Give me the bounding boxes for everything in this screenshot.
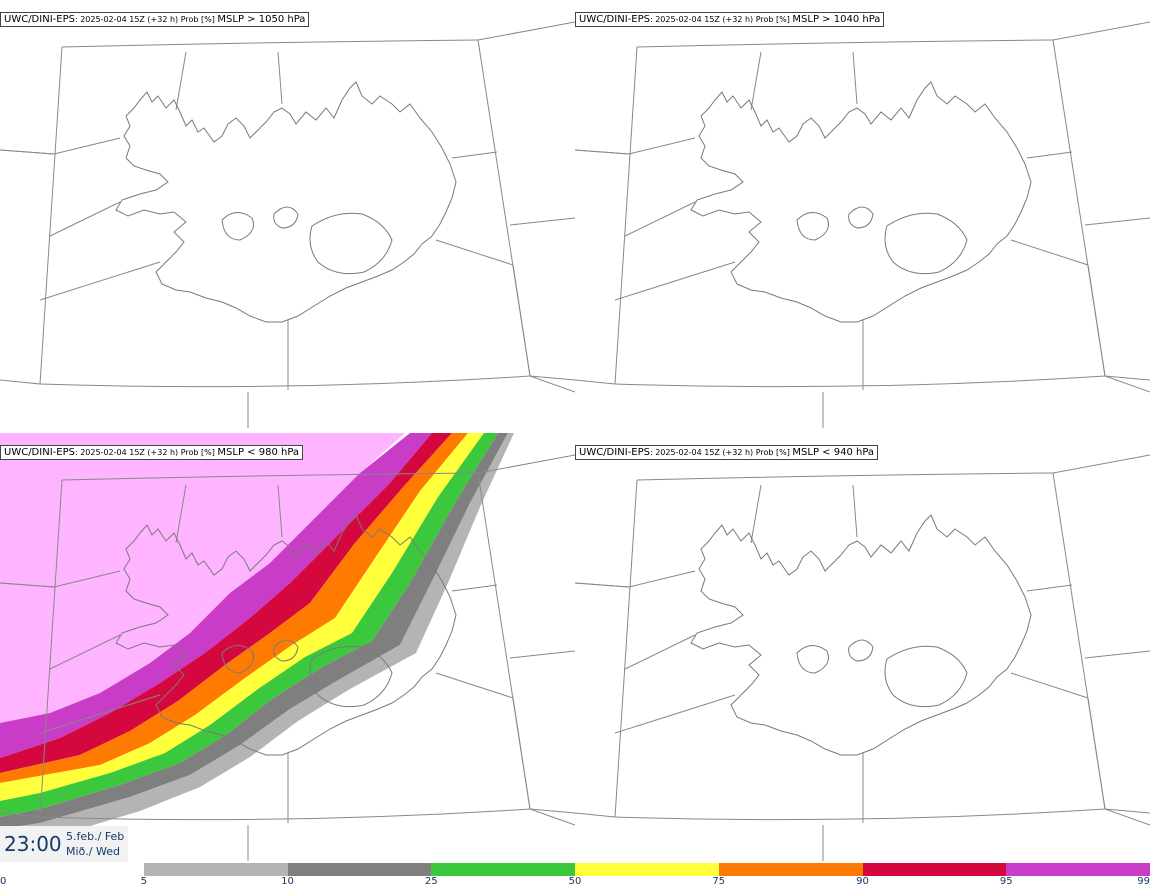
glacier-outline <box>221 212 254 241</box>
glacier-outline <box>309 645 393 708</box>
run-info: : 2025-02-04 15Z (+32 h) Prob [%] <box>74 448 218 457</box>
run-info: : 2025-02-04 15Z (+32 h) Prob [%] <box>74 15 218 24</box>
colorbar-tick-label: 90 <box>856 876 869 887</box>
threshold-label: MSLP > 1040 hPa <box>792 14 881 25</box>
map-canvas <box>0 433 575 861</box>
map-grid <box>0 454 575 861</box>
glacier-outline <box>273 639 299 662</box>
colorbar-tick-label: 0 <box>0 876 7 887</box>
colorbar-swatch <box>1006 863 1150 876</box>
iceland-coastline <box>115 514 457 756</box>
valid-time-clock: 23:00 <box>4 832 62 856</box>
map-panel-1: UWC/DINI-EPS: 2025-02-04 15Z (+32 h) Pro… <box>0 0 575 428</box>
colorbar-tick-label: 95 <box>999 876 1013 887</box>
glacier-outline <box>884 212 968 275</box>
glacier-outline <box>221 645 254 674</box>
model-name: UWC/DINI-EPS <box>579 447 650 458</box>
model-name: UWC/DINI-EPS <box>4 447 75 458</box>
valid-time-box: 23:00 5.feb./ Feb Mið./ Wed <box>0 826 128 862</box>
map-panel-3: UWC/DINI-EPS: 2025-02-04 15Z (+32 h) Pro… <box>0 433 575 861</box>
colorbar-swatch <box>431 863 575 876</box>
glacier-outline <box>848 206 874 229</box>
map-grid <box>0 21 575 428</box>
model-name: UWC/DINI-EPS <box>4 14 75 25</box>
panel-title: UWC/DINI-EPS: 2025-02-04 15Z (+32 h) Pro… <box>575 445 879 460</box>
iceland-coastline <box>115 81 457 323</box>
map-grid <box>575 454 1150 861</box>
run-info: : 2025-02-04 15Z (+32 h) Prob [%] <box>649 448 793 457</box>
map-canvas <box>575 21 1150 428</box>
iceland-coastline <box>690 514 1032 756</box>
colorbar-swatch <box>862 863 1007 876</box>
colorbar-tick-label: 99 <box>1137 876 1150 887</box>
map-panel-2: UWC/DINI-EPS: 2025-02-04 15Z (+32 h) Pro… <box>575 0 1150 428</box>
map-panel-4: UWC/DINI-EPS: 2025-02-04 15Z (+32 h) Pro… <box>575 433 1150 861</box>
glacier-outline <box>273 206 299 229</box>
glacier-outline <box>796 212 829 241</box>
map-canvas <box>0 21 575 428</box>
run-info: : 2025-02-04 15Z (+32 h) Prob [%] <box>649 15 793 24</box>
colorbar-tick-label: 50 <box>568 876 582 887</box>
map-canvas <box>575 454 1150 861</box>
panel-title: UWC/DINI-EPS: 2025-02-04 15Z (+32 h) Pro… <box>0 445 304 460</box>
colorbar-tick-label: 5 <box>140 876 147 887</box>
probability-colorbar: 0 5 10 25 50 75 90 95 99 <box>0 862 1150 891</box>
panel-title: UWC/DINI-EPS: 2025-02-04 15Z (+32 h) Pro… <box>0 12 310 27</box>
glacier-outline <box>309 212 393 275</box>
panel-title: UWC/DINI-EPS: 2025-02-04 15Z (+32 h) Pro… <box>575 12 885 27</box>
map-grid <box>575 21 1150 428</box>
colorbar-swatch <box>287 863 432 876</box>
threshold-label: MSLP > 1050 hPa <box>217 14 306 25</box>
colorbar-swatch <box>0 863 144 876</box>
probability-field <box>0 433 514 861</box>
glacier-outline <box>884 645 968 708</box>
model-name: UWC/DINI-EPS <box>579 14 650 25</box>
glacier-outline <box>848 639 874 662</box>
valid-date-line-1: 5.feb./ Feb <box>66 830 125 843</box>
colorbar-swatch <box>575 863 719 876</box>
colorbar-swatch <box>143 863 288 876</box>
threshold-label: MSLP < 940 hPa <box>792 447 875 458</box>
colorbar-tick-label: 25 <box>424 876 438 887</box>
threshold-label: MSLP < 980 hPa <box>217 447 300 458</box>
glacier-outline <box>796 645 829 674</box>
iceland-coastline <box>690 81 1032 323</box>
colorbar-tick-label: 10 <box>281 876 294 887</box>
valid-date-line-2: Mið./ Wed <box>66 845 120 858</box>
colorbar-tick-label: 75 <box>712 876 726 887</box>
colorbar-swatch <box>718 863 863 876</box>
